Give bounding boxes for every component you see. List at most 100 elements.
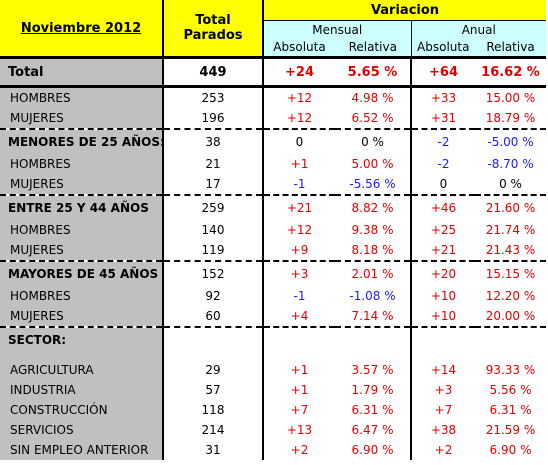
section-row-entre: ENTRE 25 Y 44 AÑOS 259 +21 8.82 % +46 21… <box>0 194 546 220</box>
row-mensual-relativa: -1.08 % <box>335 286 412 306</box>
row-anual-absoluta: +46 <box>411 194 475 220</box>
table-row: HOMBRES 21 +1 5.00 % -2 -8.70 % <box>0 154 546 174</box>
row-mensual-relativa: 1.79 % <box>335 380 412 400</box>
row-anual-relativa: 15.15 % <box>475 260 546 286</box>
table-row: MUJERES 60 +4 7.14 % +10 20.00 % <box>0 306 546 327</box>
row-anual-relativa: 21.43 % <box>485 243 536 257</box>
row-mensual-absoluta: +12 <box>286 223 313 237</box>
row-anual-absoluta: +25 <box>430 223 457 237</box>
row-anual-absoluta: +10 <box>430 289 457 303</box>
table-row: HOMBRES 253 +12 4.98 % +33 15.00 % <box>0 86 546 108</box>
row-mensual-absoluta: -1 <box>293 177 306 191</box>
table-row: CONSTRUCCIÓN 118 +7 6.31 % +7 6.31 % <box>0 400 546 420</box>
row-label: HOMBRES <box>0 220 164 240</box>
header-row-1: Noviembre 2012 Total Parados Variacion <box>0 0 546 58</box>
mensual-relativa-header: Relativa <box>335 38 412 58</box>
row-mensual-absoluta: 0 <box>263 128 335 154</box>
row-mensual-absoluta: +21 <box>263 194 335 220</box>
row-mensual-relativa: 8.18 % <box>335 240 412 261</box>
row-label: HOMBRES <box>0 154 164 174</box>
section-label: ENTRE 25 Y 44 AÑOS <box>0 194 164 220</box>
row-label: MUJERES <box>0 174 164 195</box>
row-mensual-absoluta: +3 <box>263 260 335 286</box>
row-anual-relativa: -5.00 % <box>475 128 546 154</box>
row-mensual-absoluta: +9 <box>290 243 309 257</box>
row-anual-relativa: 0 % <box>499 177 522 191</box>
table-row: HOMBRES 92 -1 -1.08 % +10 12.20 % <box>0 286 546 306</box>
row-mensual-relativa: 6.47 % <box>335 420 412 440</box>
sector-spacer-row <box>0 352 546 360</box>
row-label: SERVICIOS <box>0 420 164 440</box>
row-total: 214 <box>163 420 264 440</box>
row-total: 92 <box>163 286 264 306</box>
row-total: 140 <box>163 220 264 240</box>
row-mensual-relativa: 2.01 % <box>335 260 412 286</box>
total-mensual-relativa: 5.65 % <box>335 56 412 88</box>
row-mensual-absoluta: +4 <box>290 309 309 323</box>
total-parados-header: Total Parados <box>163 0 264 58</box>
row-total: 196 <box>163 108 264 129</box>
row-label: AGRICULTURA <box>0 360 164 380</box>
anual-absoluta-header: Absoluta <box>411 38 475 58</box>
row-anual-relativa: 18.79 % <box>485 111 536 125</box>
row-anual-absoluta: +3 <box>434 383 453 397</box>
anual-header: Anual <box>411 20 546 39</box>
total-anual-relativa: 16.62 % <box>475 56 546 88</box>
row-mensual-relativa: 6.52 % <box>335 108 412 129</box>
row-anual-relativa: 21.59 % <box>485 423 536 437</box>
row-mensual-relativa: 0 % <box>335 128 412 154</box>
row-label: INDUSTRIA <box>0 380 164 400</box>
row-label: HOMBRES <box>0 86 164 108</box>
row-anual-relativa: 21.60 % <box>475 194 546 220</box>
section-row-sector: SECTOR: <box>0 326 546 352</box>
row-mensual-absoluta: -1 <box>293 289 306 303</box>
row-total: 119 <box>163 240 264 261</box>
row-label: MUJERES <box>0 240 164 261</box>
row-anual-relativa: 15.00 % <box>485 91 536 105</box>
row-anual-relativa: 93.33 % <box>485 363 536 377</box>
row-anual-absoluta: +31 <box>430 111 457 125</box>
section-label: MAYORES DE 45 AÑOS <box>0 260 164 286</box>
row-anual-absoluta: -2 <box>437 157 450 171</box>
row-mensual-absoluta: +7 <box>290 403 309 417</box>
table-row: SIN EMPLEO ANTERIOR 31 +2 6.90 % +2 6.90… <box>0 440 546 460</box>
mensual-header: Mensual <box>263 20 412 39</box>
row-mensual-relativa: -5.56 % <box>335 174 412 195</box>
table-row: AGRICULTURA 29 +1 3.57 % +14 93.33 % <box>0 360 546 380</box>
row-total: 60 <box>163 306 264 327</box>
row-anual-relativa: 6.90 % <box>489 443 532 457</box>
row-mensual-relativa: 7.14 % <box>335 306 412 327</box>
row-mensual-relativa: 9.38 % <box>335 220 412 240</box>
row-mensual-relativa: 3.57 % <box>335 360 412 380</box>
section-row-menores: MENORES DE 25 AÑOS: 38 0 0 % -2 -5.00 % <box>0 128 546 154</box>
row-mensual-absoluta: +12 <box>286 91 313 105</box>
section-label: SECTOR: <box>0 326 164 352</box>
table-row: MUJERES 119 +9 8.18 % +21 21.43 % <box>0 240 546 261</box>
row-total: 253 <box>163 86 264 108</box>
row-total: 259 <box>163 194 264 220</box>
row-total: 118 <box>163 400 264 420</box>
total-mensual-absoluta: +24 <box>263 56 335 88</box>
row-label: SIN EMPLEO ANTERIOR <box>0 440 164 460</box>
row-anual-absoluta: 0 <box>439 177 448 191</box>
row-anual-absoluta: +21 <box>430 243 457 257</box>
row-label: MUJERES <box>0 108 164 129</box>
header-row-3: Absoluta Relativa Absoluta Relativa <box>0 38 546 58</box>
table-row: INDUSTRIA 57 +1 1.79 % +3 5.56 % <box>0 380 546 400</box>
row-anual-relativa: 20.00 % <box>485 309 536 323</box>
row-mensual-relativa: 4.98 % <box>335 86 412 108</box>
row-anual-absoluta: +20 <box>411 260 475 286</box>
variacion-header: Variacion <box>263 0 546 22</box>
row-total: 57 <box>163 380 264 400</box>
row-mensual-relativa: 5.00 % <box>335 154 412 174</box>
row-anual-relativa: -8.70 % <box>487 157 534 171</box>
section-label: MENORES DE 25 AÑOS: <box>0 128 164 154</box>
mensual-absoluta-header: Absoluta <box>263 38 335 58</box>
row-mensual-absoluta: +1 <box>290 157 309 171</box>
row-anual-relativa: 5.56 % <box>489 383 532 397</box>
row-label: MUJERES <box>0 306 164 327</box>
row-anual-absoluta: +14 <box>430 363 457 377</box>
row-anual-absoluta: +2 <box>434 443 453 457</box>
table-row: MUJERES 196 +12 6.52 % +31 18.79 % <box>0 108 546 129</box>
